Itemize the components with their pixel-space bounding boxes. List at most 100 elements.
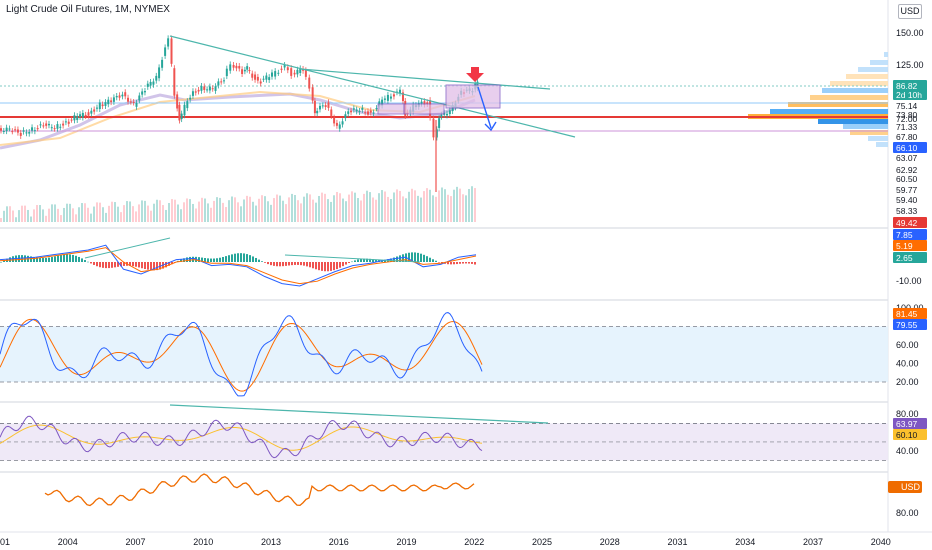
candle-body — [448, 110, 451, 115]
macd-histogram-bar — [474, 262, 476, 265]
candle-body — [173, 68, 176, 96]
candle-body — [197, 89, 200, 92]
macd-histogram-bar — [396, 256, 398, 262]
volume-bar — [465, 195, 467, 222]
volume-bar — [402, 196, 404, 222]
candle-body — [335, 122, 338, 126]
candle-body — [98, 102, 101, 110]
candle-body — [229, 64, 232, 71]
volume-bar — [438, 190, 440, 222]
candle-body — [358, 110, 361, 112]
time-tick-label: 2019 — [396, 537, 416, 547]
volume-bar — [90, 213, 92, 222]
candle-body — [127, 97, 130, 102]
macd-histogram-bar — [201, 257, 203, 262]
volume-bar — [237, 202, 239, 222]
price-badge-label: 58.33 — [896, 206, 918, 216]
volume-bar — [252, 201, 254, 222]
macd-histogram-bar — [366, 258, 368, 262]
macd-histogram-bar — [408, 252, 410, 262]
rsi-ma-line — [0, 424, 483, 451]
macd-histogram-bar — [198, 257, 200, 262]
macd-histogram-bar — [288, 262, 290, 266]
time-tick-label: 2037 — [803, 537, 823, 547]
candle-body — [220, 81, 223, 83]
macd-histogram-bar — [132, 262, 134, 267]
volume-bar — [87, 207, 89, 222]
candle-body — [67, 121, 70, 124]
volume-bar — [156, 199, 158, 222]
volume-bar — [285, 204, 287, 222]
candle-body — [191, 91, 194, 96]
candle-body — [280, 68, 283, 70]
volume-bar — [291, 193, 293, 222]
macd-histogram-bar — [84, 260, 86, 262]
volume-bar — [444, 189, 446, 222]
macd-histogram-bar — [318, 262, 320, 271]
macd-histogram-bar — [315, 262, 317, 270]
macd-histogram-bar — [291, 262, 293, 266]
volume-bar — [426, 188, 428, 222]
macd-badge — [893, 229, 927, 240]
volume-bar — [222, 202, 224, 222]
macd-histogram-bar — [471, 262, 473, 264]
price-badge-label: 67.80 — [896, 132, 918, 142]
volume-bar — [36, 205, 38, 222]
candle-body — [118, 95, 121, 98]
macd-histogram-bar — [414, 252, 416, 262]
candle-body — [112, 97, 115, 102]
macd-histogram-bar — [111, 262, 113, 268]
time-tick-label: 2016 — [329, 537, 349, 547]
volume-bar — [135, 211, 137, 222]
macd-histogram-bar — [123, 262, 125, 266]
volume-bar — [213, 200, 215, 222]
candle-body — [386, 94, 389, 101]
candle-body — [268, 77, 271, 80]
price-badge — [893, 142, 927, 153]
macd-histogram-bar — [279, 262, 281, 267]
volume-bar — [474, 188, 476, 222]
volume-bar — [345, 201, 347, 222]
candle-body — [39, 124, 42, 126]
macd-histogram-bar — [324, 262, 326, 272]
volume-bar — [63, 207, 65, 222]
macd-histogram-bar — [45, 257, 47, 262]
volume-bar — [99, 202, 101, 222]
volume-bar — [78, 207, 80, 222]
macd-histogram-bar — [3, 260, 5, 262]
volume-bar — [447, 194, 449, 222]
candle-body — [338, 124, 341, 129]
volume-bar — [288, 197, 290, 222]
volume-bar — [279, 195, 281, 222]
volume-bar — [33, 209, 35, 222]
macd-histogram-bar — [66, 254, 68, 262]
volume-bar — [234, 197, 236, 222]
time-tick-label: 2013 — [261, 537, 281, 547]
macd-histogram-bar — [42, 258, 44, 262]
currency-button[interactable]: USD — [898, 4, 922, 19]
macd-histogram-bar — [138, 262, 140, 268]
macd-histogram-bar — [459, 262, 461, 264]
macd-histogram-bar — [222, 256, 224, 262]
price-badge-label: 72.00 — [896, 114, 918, 124]
macd-line — [0, 244, 477, 287]
macd-badge — [893, 240, 927, 251]
price-badge-label: 71.33 — [896, 122, 918, 132]
candle-body — [2, 131, 5, 133]
volume-bar — [255, 205, 257, 222]
volume-bar — [435, 196, 437, 222]
volume-bar — [393, 192, 395, 222]
candle-body — [87, 112, 90, 116]
candle-body — [372, 112, 375, 114]
volume-bar — [198, 201, 200, 222]
volume-bar — [126, 201, 128, 222]
volume-bar — [405, 198, 407, 222]
stochastic-badge-label: 79.55 — [896, 320, 918, 330]
volume-bar — [315, 202, 317, 222]
volume-bar — [204, 198, 206, 222]
volume-bar — [273, 198, 275, 222]
candle-body — [440, 114, 443, 117]
volume-profile-bar — [846, 74, 888, 79]
candle-body — [25, 132, 28, 134]
volume-bar — [69, 203, 71, 222]
